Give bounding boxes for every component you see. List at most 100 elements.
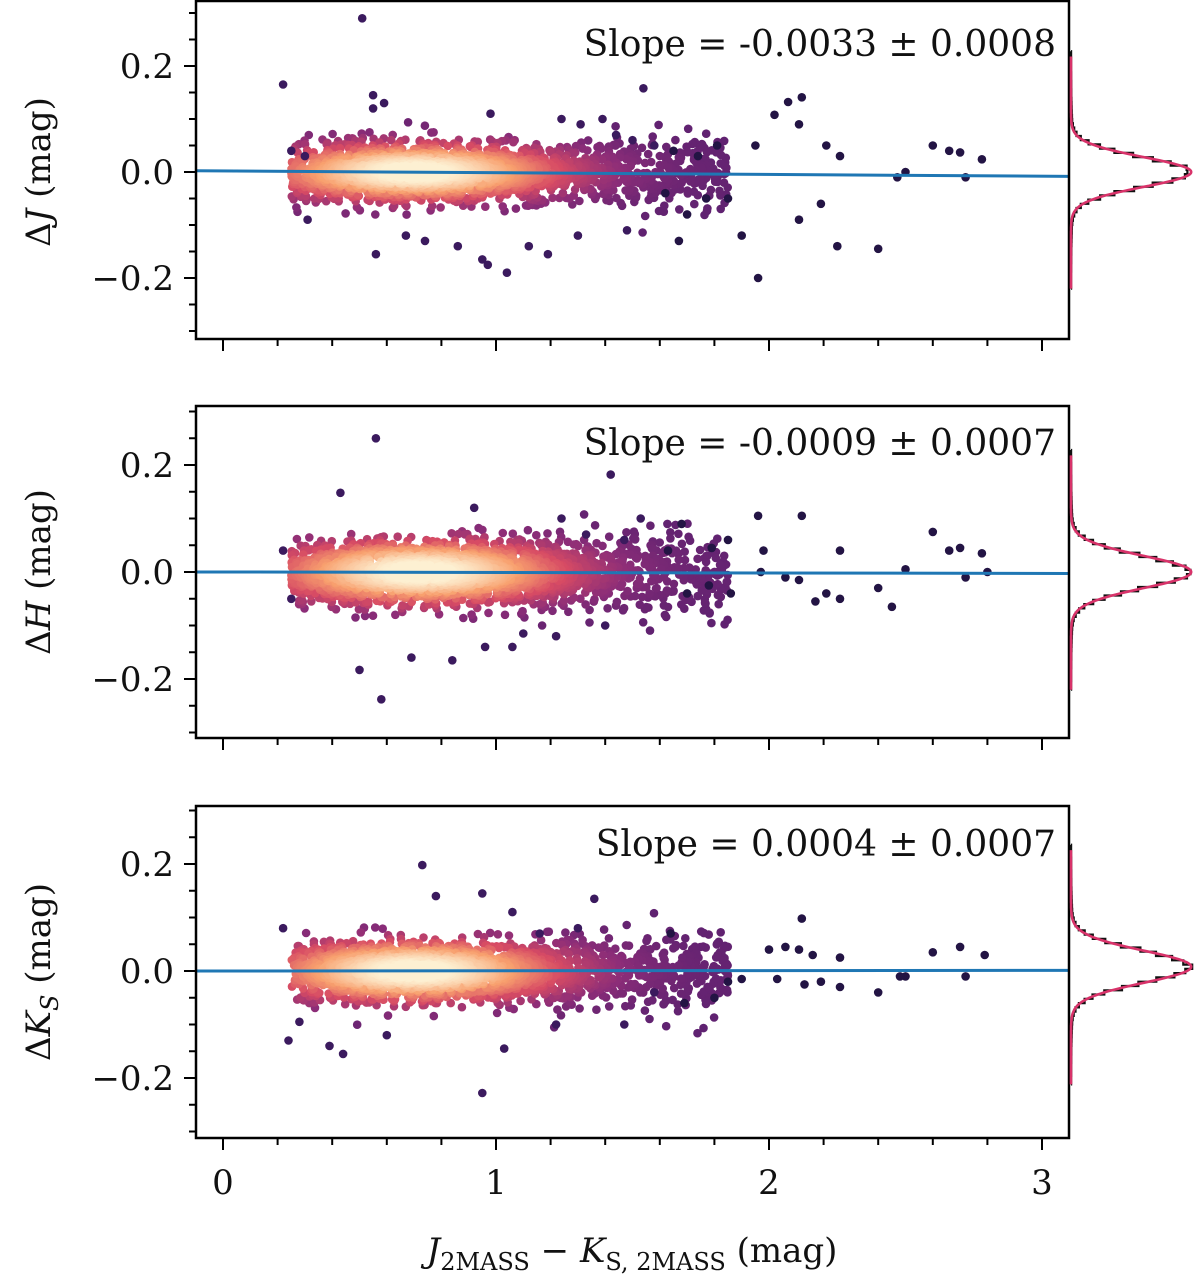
density-point: [467, 610, 476, 619]
outlier-point: [797, 93, 807, 102]
density-point: [683, 186, 692, 195]
density-point: [656, 564, 666, 574]
density-point: [713, 579, 722, 589]
density-point: [623, 586, 632, 596]
density-point: [619, 603, 629, 613]
density-point: [675, 205, 684, 214]
density-point: [703, 204, 712, 213]
density-point: [674, 529, 683, 539]
density-point: [662, 586, 672, 595]
outlier-point: [723, 194, 733, 203]
density-point: [402, 210, 411, 219]
density-point: [719, 178, 729, 187]
density-point: [660, 610, 670, 620]
density-point: [481, 202, 490, 211]
outlier-point: [300, 151, 310, 161]
density-point: [599, 552, 608, 561]
density-point: [459, 613, 468, 623]
outlier-point: [944, 146, 954, 156]
density-point: [674, 555, 683, 565]
density-point: [590, 521, 600, 530]
density-point: [692, 158, 701, 168]
outlier-point: [622, 226, 632, 235]
density-point: [558, 188, 568, 198]
density-point: [569, 593, 579, 602]
outlier-point: [368, 90, 378, 100]
y-label-suffix: (mag): [19, 97, 59, 209]
density-point: [637, 143, 647, 153]
outlier-point: [661, 188, 670, 198]
plot-frame: [194, 0, 1071, 341]
outlier-point: [371, 249, 381, 259]
density-point: [398, 601, 407, 610]
density-point: [427, 128, 436, 137]
density-point: [611, 141, 620, 150]
outlier-point: [835, 151, 845, 161]
outlier-point: [794, 120, 804, 129]
density-point: [532, 530, 541, 540]
density-point: [500, 610, 510, 620]
density-point: [420, 121, 430, 130]
outlier-point: [524, 241, 534, 251]
gaussian-fit-curve: [1069, 56, 1193, 289]
density-point: [645, 589, 654, 598]
density-point: [548, 606, 557, 616]
density-point: [690, 199, 699, 209]
density-point: [292, 203, 301, 212]
outlier-point: [420, 236, 430, 246]
density-point: [368, 611, 378, 620]
density-point: [585, 618, 594, 627]
y-label-prefix: Δ: [19, 222, 59, 247]
density-point: [611, 122, 620, 131]
density-point: [590, 595, 599, 604]
outlier-point: [783, 97, 793, 107]
outlier-point: [794, 215, 804, 224]
density-point: [579, 510, 589, 519]
density-point: [360, 611, 370, 621]
density-point: [597, 155, 607, 164]
outlier-point: [816, 199, 826, 209]
density-point: [663, 519, 672, 529]
outlier-point: [977, 155, 987, 164]
density-point: [371, 210, 380, 219]
density-point: [571, 141, 581, 151]
outlier-point: [379, 98, 389, 108]
density-point: [341, 209, 350, 218]
fit-layer: [196, 169, 1069, 178]
outlier-point: [502, 268, 512, 278]
density-point: [648, 132, 657, 141]
outlier-point: [701, 194, 711, 203]
density-point: [447, 529, 456, 538]
density-point: [701, 129, 711, 138]
outlier-point: [478, 255, 487, 264]
outlier-point: [573, 231, 583, 240]
density-point: [715, 560, 725, 570]
outlier-point: [611, 130, 621, 140]
density-point: [715, 186, 724, 196]
density-point: [393, 532, 403, 541]
density-point: [575, 196, 584, 206]
outlier-point: [453, 241, 463, 251]
density-point: [305, 533, 314, 542]
outlier-point: [483, 260, 493, 270]
density-point: [576, 594, 585, 603]
panel-delta-h: 0.20.0−0.2 Slope = -0.0009 ± 0.0007 ΔH (…: [19, 404, 1193, 750]
outlier-point: [287, 146, 296, 156]
density-point: [662, 142, 671, 152]
density-point: [655, 160, 665, 170]
outlier-point: [822, 141, 831, 150]
outlier-point: [682, 210, 692, 219]
density-point: [638, 228, 647, 237]
density-point: [723, 615, 732, 625]
outlier-point: [712, 141, 722, 150]
y-axis-label: ΔJ (mag): [19, 97, 59, 247]
outlier-point: [598, 114, 607, 124]
density-point: [629, 178, 639, 187]
outlier-point: [770, 110, 779, 120]
outlier-point: [576, 120, 585, 129]
density-point: [603, 604, 612, 613]
density-point: [669, 579, 679, 589]
density-point: [498, 528, 508, 538]
density-point: [693, 554, 702, 564]
density-point: [454, 529, 463, 539]
